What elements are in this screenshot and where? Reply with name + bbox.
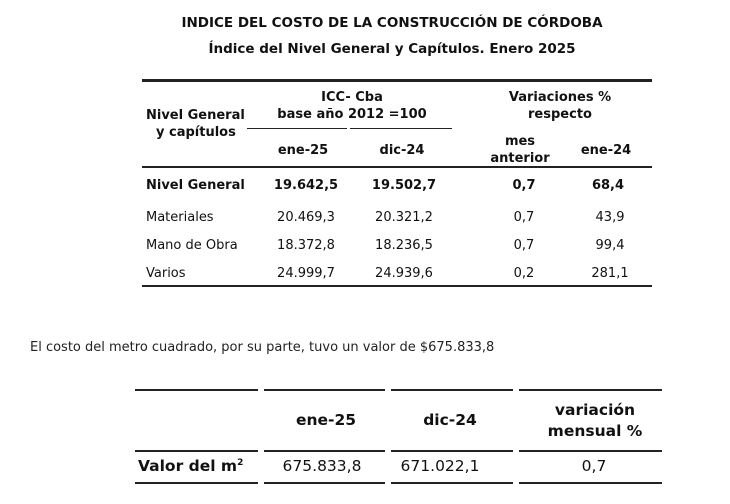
table-rule bbox=[264, 482, 385, 484]
group-rule bbox=[247, 128, 347, 129]
table-rule bbox=[264, 450, 385, 452]
group-rule bbox=[350, 128, 452, 129]
col-ene-25: ene-25 bbox=[295, 411, 357, 429]
col-mensual: mensual % bbox=[547, 422, 643, 440]
cell: 99,4 bbox=[595, 238, 625, 253]
row-label-valor-m2: Valor del m2 bbox=[138, 457, 243, 475]
cell: 20.469,3 bbox=[277, 210, 335, 225]
variations-group-header-2: respecto bbox=[528, 107, 592, 122]
col-ene-24: ene-24 bbox=[580, 143, 632, 158]
icc-group-header: ICC- Cba bbox=[321, 90, 383, 105]
col-mes: mes bbox=[504, 134, 536, 149]
table-rule bbox=[142, 166, 652, 168]
table-rule bbox=[142, 79, 652, 82]
row-label-text: Valor del m bbox=[138, 457, 238, 475]
superscript: 2 bbox=[237, 457, 244, 468]
cell: 18.236,5 bbox=[375, 238, 433, 253]
table-rule bbox=[519, 389, 662, 391]
table-rule bbox=[264, 389, 385, 391]
table-rule bbox=[391, 389, 513, 391]
table-rule bbox=[135, 389, 258, 391]
table-rule bbox=[519, 450, 662, 452]
document-title: INDICE DEL COSTO DE LA CONSTRUCCIÓN DE C… bbox=[181, 15, 603, 31]
cell: 0,7 bbox=[512, 178, 536, 193]
table-rule bbox=[391, 482, 513, 484]
cell: 43,9 bbox=[595, 210, 625, 225]
table-rule bbox=[135, 482, 258, 484]
cell: 675.833,8 bbox=[282, 457, 362, 475]
row-label: Nivel General bbox=[146, 178, 245, 193]
row-label: Varios bbox=[146, 266, 186, 281]
col-dic-24: dic-24 bbox=[379, 143, 425, 158]
col-variacion: variación bbox=[554, 401, 636, 419]
cell: 0,7 bbox=[581, 457, 607, 475]
cell: 24.939,6 bbox=[375, 266, 433, 281]
cell: 0,2 bbox=[513, 266, 535, 281]
cell: 18.372,8 bbox=[277, 238, 335, 253]
icc-group-header-base: base año 2012 =100 bbox=[277, 107, 427, 122]
row-header-line1: Nivel General bbox=[146, 108, 245, 123]
cell: 671.022,1 bbox=[400, 457, 480, 475]
m2-cost-paragraph: El costo del metro cuadrado, por su part… bbox=[30, 340, 495, 355]
col-anterior: anterior bbox=[490, 151, 550, 166]
table-rule bbox=[142, 285, 652, 287]
cell: 0,7 bbox=[513, 210, 535, 225]
col-ene-25: ene-25 bbox=[277, 143, 329, 158]
table-rule bbox=[519, 482, 662, 484]
cell: 19.642,5 bbox=[273, 178, 339, 193]
variations-group-header: Variaciones % bbox=[508, 90, 612, 105]
cell: 20.321,2 bbox=[375, 210, 433, 225]
cell: 281,1 bbox=[591, 266, 629, 281]
row-label: Mano de Obra bbox=[146, 238, 238, 253]
row-label: Materiales bbox=[146, 210, 214, 225]
cell: 19.502,7 bbox=[371, 178, 437, 193]
table-rule bbox=[391, 450, 513, 452]
col-dic-24: dic-24 bbox=[423, 411, 477, 429]
table-rule bbox=[135, 450, 258, 452]
document-subtitle: Índice del Nivel General y Capítulos. En… bbox=[208, 41, 576, 57]
row-header-line2: y capítulos bbox=[156, 125, 236, 140]
cell: 24.999,7 bbox=[277, 266, 335, 281]
cell: 68,4 bbox=[591, 178, 625, 193]
cell: 0,7 bbox=[513, 238, 535, 253]
